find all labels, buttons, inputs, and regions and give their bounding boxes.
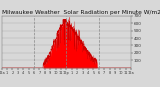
Text: Milwaukee Weather  Solar Radiation per Minute W/m2  (Last 24 Hours): Milwaukee Weather Solar Radiation per Mi… bbox=[2, 10, 160, 15]
